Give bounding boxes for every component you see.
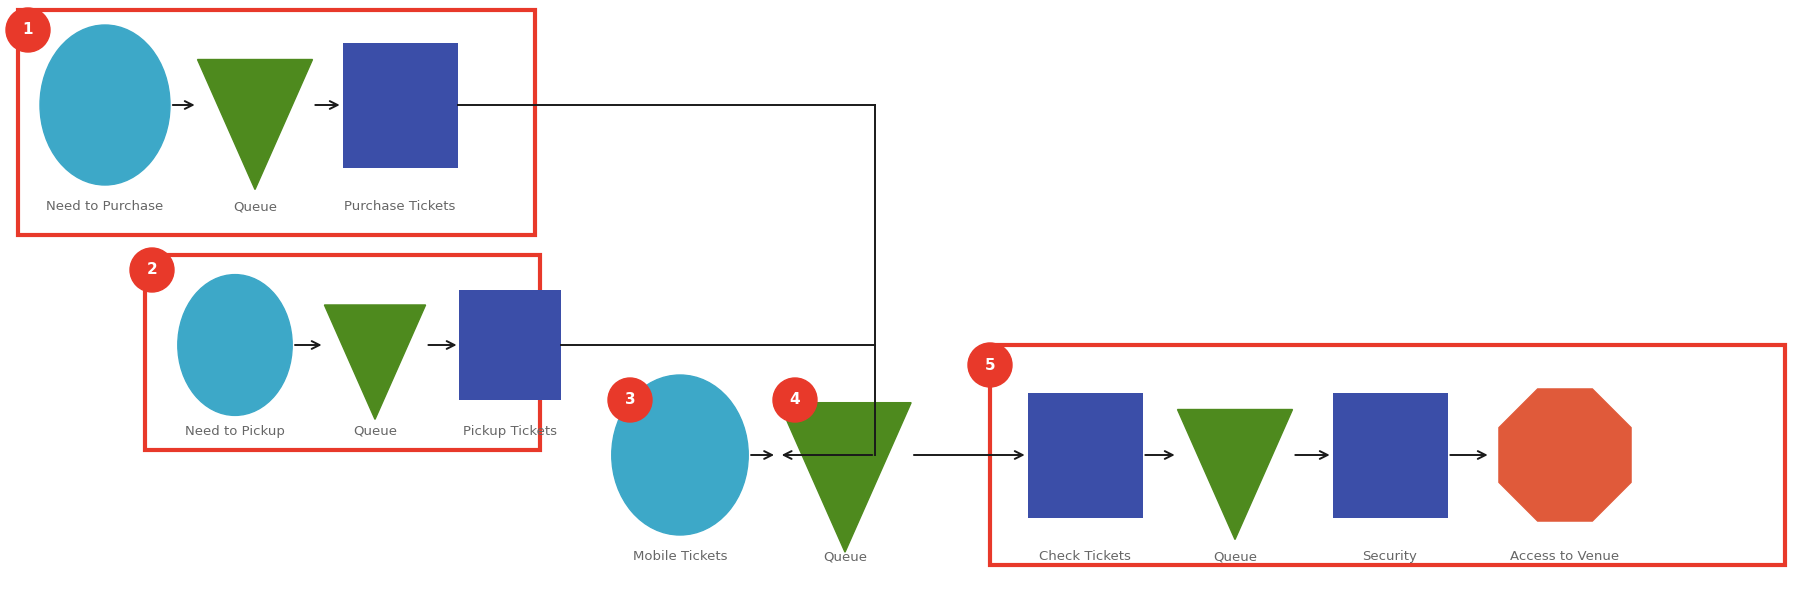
Text: 3: 3 [625,392,635,407]
Text: 4: 4 [791,392,800,407]
Polygon shape [325,305,426,419]
Text: Need to Pickup: Need to Pickup [186,425,285,438]
Text: Queue: Queue [1213,550,1256,563]
Text: Mobile Tickets: Mobile Tickets [634,550,727,563]
Text: Check Tickets: Check Tickets [1040,550,1132,563]
Text: Queue: Queue [823,550,866,563]
Text: Pickup Tickets: Pickup Tickets [464,425,558,438]
Text: 5: 5 [986,358,995,372]
Ellipse shape [612,375,749,535]
Text: 1: 1 [23,22,32,37]
FancyBboxPatch shape [460,290,561,400]
Ellipse shape [179,275,292,416]
Circle shape [5,8,51,52]
Ellipse shape [40,25,170,185]
Text: Access to Venue: Access to Venue [1511,550,1619,563]
Circle shape [608,378,652,422]
FancyBboxPatch shape [1027,392,1143,517]
Text: Queue: Queue [233,200,276,213]
FancyBboxPatch shape [343,43,457,168]
Text: 2: 2 [146,262,157,278]
Circle shape [130,248,173,292]
Text: Security: Security [1363,550,1417,563]
FancyBboxPatch shape [1332,392,1448,517]
Polygon shape [1498,389,1632,521]
Circle shape [967,343,1013,387]
Circle shape [773,378,818,422]
Text: Queue: Queue [354,425,397,438]
Polygon shape [1177,410,1292,539]
Text: Purchase Tickets: Purchase Tickets [345,200,455,213]
Text: Need to Purchase: Need to Purchase [47,200,164,213]
Polygon shape [197,60,312,189]
Polygon shape [780,403,912,552]
